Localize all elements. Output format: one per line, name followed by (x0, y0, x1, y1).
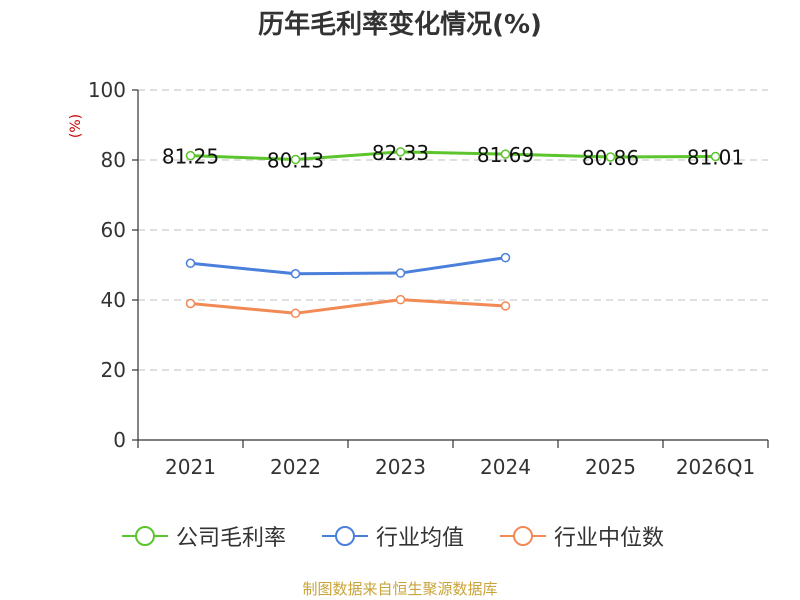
x-tick-label: 2021 (165, 455, 216, 479)
legend-label-company: 公司毛利率 (176, 526, 287, 551)
data-label: 80.13 (267, 149, 324, 173)
gridlines (138, 89, 768, 371)
data-point (185, 258, 196, 268)
data-point (395, 294, 406, 305)
data-point (185, 298, 196, 309)
x-tick-label: 2022 (270, 455, 321, 479)
legend-item-company[interactable]: 公司毛利率 (122, 520, 286, 552)
legend-marker-company (122, 526, 168, 546)
data-label: 81.69 (477, 143, 534, 167)
x-tick-label: 2024 (480, 455, 531, 479)
data-labels: 81.25 80.13 82.33 81.69 80.86 81.01 (162, 141, 744, 173)
data-label: 81.25 (162, 145, 219, 169)
legend-label-industry-mean: 行业均值 (376, 526, 465, 551)
x-tick-label: 2026Q1 (676, 455, 755, 479)
data-point (500, 301, 511, 311)
chart-title: 历年毛利率变化情况(%) (258, 10, 542, 40)
data-point (500, 252, 511, 263)
data-point (395, 268, 406, 278)
legend-item-industry-median[interactable]: 行业中位数 (500, 520, 664, 552)
data-point (710, 151, 721, 162)
data-label: 82.33 (372, 141, 429, 165)
data-point (605, 152, 616, 162)
y-tick-label: 100 (88, 78, 126, 102)
data-label: 81.01 (687, 145, 744, 169)
y-tick-label: 0 (113, 428, 126, 452)
legend-item-industry-mean[interactable]: 行业均值 (322, 520, 464, 552)
source-note: 制图数据来自恒生聚源数据库 (302, 580, 498, 598)
y-tick-label: 60 (101, 218, 126, 242)
y-tick-label: 20 (101, 358, 126, 382)
data-point (395, 147, 406, 157)
axes: 0 20 40 60 80 100 2021 2022 2023 2024 2025 2026Q1 (%… (68, 78, 769, 479)
data-point (290, 269, 301, 279)
legend-label-industry-median: 行业中位数 (554, 526, 665, 551)
series-line (190, 298, 506, 315)
data-point (500, 149, 511, 159)
y-tick-label: 80 (101, 148, 126, 172)
data-point (290, 308, 301, 319)
data-label: 80.86 (582, 146, 639, 170)
series-group (185, 147, 721, 319)
legend-marker-industry-median (500, 526, 546, 546)
data-point (290, 154, 301, 165)
legend-marker-industry-mean (322, 526, 368, 546)
series-line (190, 150, 716, 162)
y-tick-label: 40 (101, 288, 126, 312)
x-tick-label: 2023 (375, 455, 426, 479)
x-tick-label: 2025 (585, 455, 636, 479)
y-axis-label: (%) (68, 114, 84, 138)
series-line (190, 256, 506, 276)
data-point (185, 150, 196, 161)
